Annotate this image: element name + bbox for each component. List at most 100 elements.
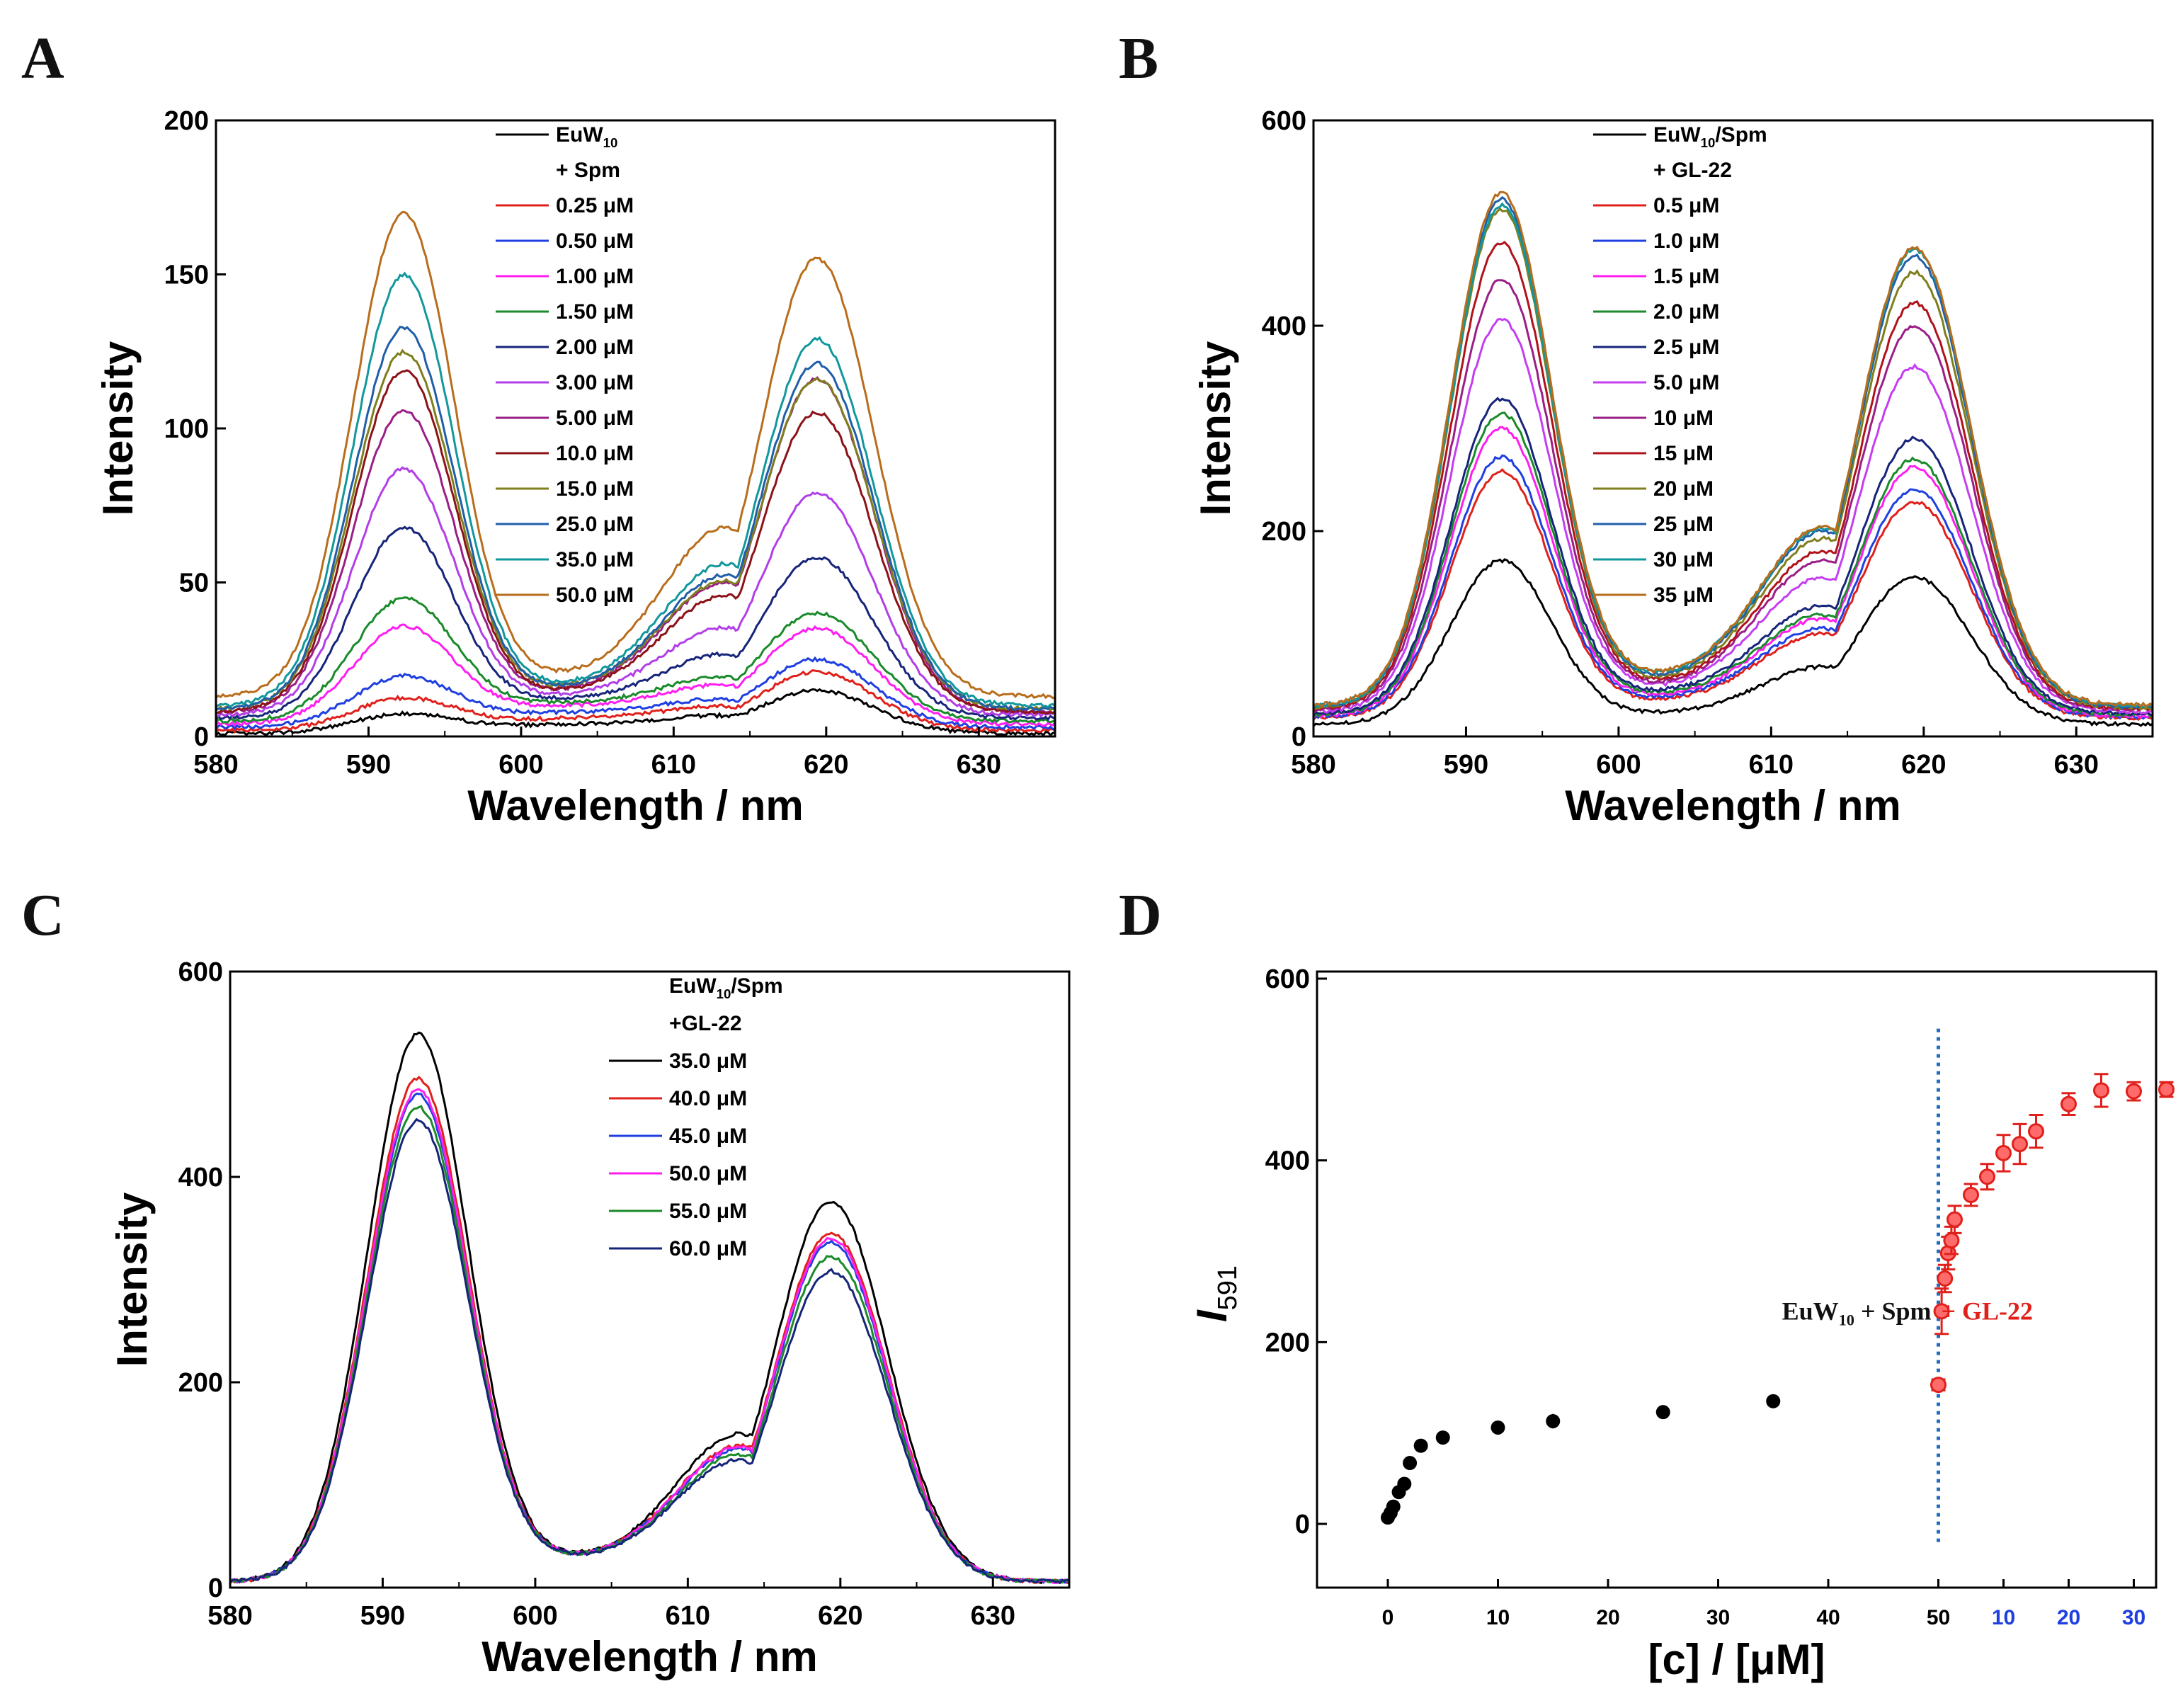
x-axis-label: Wavelength / nm bbox=[481, 1633, 818, 1680]
x-tick-label: 600 bbox=[513, 1601, 557, 1631]
y-tick-label: 150 bbox=[164, 261, 209, 290]
y-tick-label: 400 bbox=[1265, 1146, 1310, 1176]
legend-label: 45.0 μM bbox=[669, 1125, 747, 1148]
series-line bbox=[1313, 190, 2154, 708]
data-point-gl22 bbox=[1995, 1144, 2012, 1161]
x-tick-label: 590 bbox=[360, 1601, 405, 1631]
legend-label: 60.0 μM bbox=[669, 1237, 747, 1260]
y-tick-label: 600 bbox=[1262, 106, 1306, 136]
y-tick-label: 0 bbox=[1292, 722, 1306, 752]
x-tick-label: 50 bbox=[1927, 1606, 1950, 1629]
data-point-spm bbox=[1491, 1420, 1505, 1435]
data-point-gl22 bbox=[1963, 1186, 1979, 1203]
series-line bbox=[1313, 241, 2154, 712]
x-tick-label: 600 bbox=[1596, 750, 1641, 780]
panel-letter-b: B bbox=[1119, 25, 1158, 91]
x-tick-label: 40 bbox=[1816, 1606, 1840, 1629]
plot-frame-B bbox=[1312, 119, 2154, 738]
series-line bbox=[1312, 411, 2153, 718]
y-axis-label: I591 bbox=[1188, 1265, 1243, 1322]
series-line bbox=[215, 369, 1056, 714]
titration-chart-d: 020040060001020304050102030405060EuW10 +… bbox=[1188, 964, 2175, 1683]
series-line bbox=[215, 669, 1056, 734]
x-tick-label: 630 bbox=[971, 1601, 1015, 1631]
data-point-spm bbox=[1655, 1405, 1670, 1420]
y-tick-label: 400 bbox=[178, 1163, 223, 1192]
series-line bbox=[215, 656, 1056, 731]
legend-label: 2.5 μM bbox=[1653, 336, 1719, 359]
x-tick-label: 590 bbox=[346, 750, 391, 780]
legend-label: 5.00 μM bbox=[556, 406, 634, 430]
data-point-spm bbox=[1766, 1394, 1781, 1408]
legend-subtitle: +GL-22 bbox=[669, 1012, 742, 1035]
data-point-gl22 bbox=[2061, 1095, 2077, 1112]
x-tick-label: 600 bbox=[498, 750, 543, 780]
x-tick-label: 630 bbox=[957, 750, 1001, 780]
series-line bbox=[1312, 397, 2153, 717]
x-tick-label: 610 bbox=[666, 1601, 710, 1631]
series-line bbox=[229, 1117, 1070, 1584]
y-axis-label: Intensity bbox=[1192, 341, 1239, 516]
legend-label: 3.00 μM bbox=[556, 371, 634, 394]
data-point-spm bbox=[1546, 1413, 1561, 1428]
x-axis-label: Wavelength / nm bbox=[1565, 782, 1901, 829]
legend-label: 1.00 μM bbox=[556, 265, 634, 288]
legend-label: 35.0 μM bbox=[556, 548, 634, 571]
annotation-gl22: + GL-22 bbox=[1942, 1297, 2034, 1325]
legend-label: 1.50 μM bbox=[556, 300, 634, 324]
series-line bbox=[215, 271, 1056, 709]
series-line bbox=[215, 326, 1056, 712]
x-tick-label: 620 bbox=[804, 750, 848, 780]
legend-label: 30 μM bbox=[1653, 548, 1714, 571]
legend-subtitle: + Spm bbox=[556, 159, 620, 182]
legend-label: 1.0 μM bbox=[1653, 229, 1719, 253]
y-tick-label: 0 bbox=[208, 1573, 223, 1603]
legend-label: 0.25 μM bbox=[556, 194, 634, 217]
x-tick-label: 620 bbox=[818, 1601, 862, 1631]
legend-label: 20 μM bbox=[1653, 477, 1714, 501]
y-tick-label: 200 bbox=[178, 1368, 223, 1398]
legend-label: 25.0 μM bbox=[556, 513, 634, 536]
data-point-gl22 bbox=[2158, 1081, 2175, 1098]
series-line bbox=[215, 210, 1056, 700]
x-tick-label-blue: 30 bbox=[2122, 1606, 2145, 1629]
legend-label: 50.0 μM bbox=[669, 1162, 747, 1185]
series-line bbox=[1312, 468, 2153, 722]
x-axis-label: [c] / [μM] bbox=[1648, 1636, 1825, 1683]
series-line bbox=[215, 688, 1056, 737]
data-point-gl22 bbox=[1979, 1168, 1995, 1185]
data-point-spm bbox=[1397, 1476, 1412, 1491]
y-tick-label: 600 bbox=[1265, 964, 1310, 994]
x-tick-label: 590 bbox=[1444, 750, 1488, 780]
legend-label: 0.50 μM bbox=[556, 229, 634, 253]
legend-title: EuW10/Spm bbox=[669, 974, 783, 1001]
legend-title: EuW10/Spm bbox=[1653, 123, 1767, 150]
x-tick-label: 580 bbox=[1291, 750, 1335, 780]
legend-label: 40.0 μM bbox=[669, 1087, 747, 1110]
legend-label: 35 μM bbox=[1653, 583, 1714, 607]
x-tick-label: 580 bbox=[193, 750, 238, 780]
legend-label: 5.0 μM bbox=[1653, 371, 1719, 394]
data-point-gl22 bbox=[1937, 1270, 1954, 1287]
y-tick-label: 200 bbox=[1262, 517, 1306, 547]
x-tick-label: 630 bbox=[2054, 750, 2099, 780]
panel-letter-d: D bbox=[1119, 882, 1162, 948]
series-line bbox=[1313, 558, 2153, 727]
y-tick-label: 0 bbox=[194, 722, 209, 752]
series-line bbox=[215, 466, 1056, 719]
series-line bbox=[1313, 279, 2153, 712]
y-tick-label: 200 bbox=[1265, 1328, 1310, 1357]
annotation-euw10-spm: EuW10 + Spm bbox=[1782, 1297, 1932, 1328]
series-line bbox=[229, 1088, 1070, 1584]
y-tick-label: 200 bbox=[164, 106, 209, 136]
series-line bbox=[215, 596, 1056, 724]
legend-title: EuW10 bbox=[556, 123, 617, 150]
y-tick-label: 100 bbox=[164, 414, 209, 444]
legend-label: 55.0 μM bbox=[669, 1200, 747, 1223]
data-point-gl22 bbox=[1943, 1232, 1960, 1249]
data-point-gl22 bbox=[2012, 1136, 2028, 1153]
x-tick-label: 610 bbox=[1749, 750, 1794, 780]
legend-label: 15 μM bbox=[1653, 442, 1714, 465]
